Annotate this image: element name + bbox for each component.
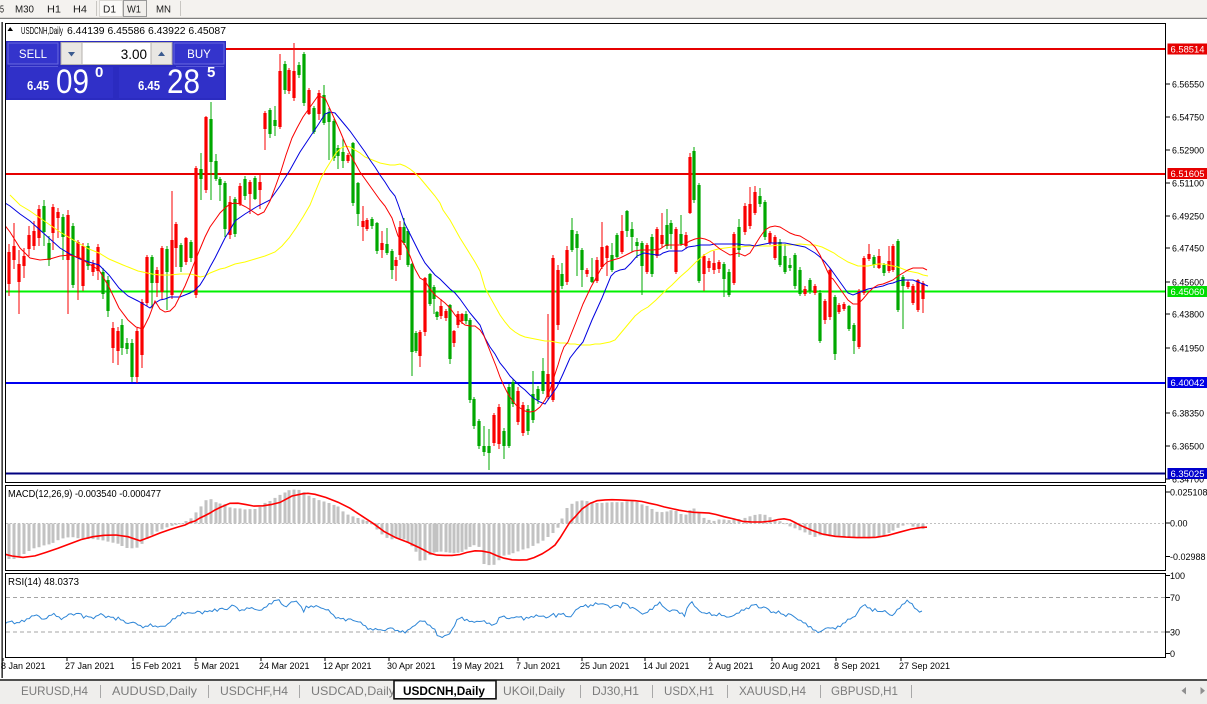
svg-text:BUY: BUY [187,49,211,61]
svg-text:6.45060: 6.45060 [1171,287,1205,297]
svg-text:20 Aug 2021: 20 Aug 2021 [770,661,821,671]
svg-text:6.35025: 6.35025 [1171,469,1205,479]
svg-text:EURUSD,H4: EURUSD,H4 [21,684,88,698]
svg-text:3.00: 3.00 [121,47,147,62]
svg-text:6.51100: 6.51100 [1172,179,1204,189]
svg-text:USDCAD,Daily: USDCAD,Daily [311,684,395,698]
svg-text:RSI(14) 48.0373: RSI(14) 48.0373 [8,577,79,588]
svg-text:6.36500: 6.36500 [1172,442,1204,452]
svg-text:USDCNH,Daily: USDCNH,Daily [403,684,485,698]
svg-text:5: 5 [0,4,4,16]
svg-text:D1: D1 [103,4,116,16]
svg-text:6.45: 6.45 [27,78,49,93]
svg-text:M30: M30 [15,4,34,16]
svg-text:30 Apr 2021: 30 Apr 2021 [387,661,436,671]
svg-text:0.025108: 0.025108 [1170,488,1207,498]
svg-text:MACD(12,26,9) -0.003540 -0.000: MACD(12,26,9) -0.003540 -0.000477 [8,489,161,500]
svg-text:15 Feb 2021: 15 Feb 2021 [131,661,182,671]
svg-text:0: 0 [1170,649,1175,659]
svg-text:30: 30 [1170,628,1180,638]
svg-text:6.51605: 6.51605 [1171,169,1205,179]
svg-text:70: 70 [1170,593,1180,603]
svg-text:19 May 2021: 19 May 2021 [452,661,504,671]
svg-text:24 Mar 2021: 24 Mar 2021 [259,661,310,671]
svg-text:6.41950: 6.41950 [1172,344,1204,354]
svg-text:6.49250: 6.49250 [1172,212,1204,222]
svg-text:AUDUSD,Daily: AUDUSD,Daily [112,684,197,698]
svg-text:6.38350: 6.38350 [1172,409,1204,419]
svg-text:09: 09 [56,63,89,101]
svg-text:27 Jan 2021: 27 Jan 2021 [65,661,115,671]
svg-text:14 Jul 2021: 14 Jul 2021 [643,661,690,671]
svg-text:5: 5 [207,64,215,81]
svg-text:6.56550: 6.56550 [1172,80,1204,90]
svg-text:H1: H1 [47,4,61,16]
svg-text:25 Jun 2021: 25 Jun 2021 [580,661,630,671]
svg-text:8 Sep 2021: 8 Sep 2021 [834,661,880,671]
svg-text:6.45600: 6.45600 [1172,278,1204,288]
svg-text:6.40042: 6.40042 [1171,378,1205,388]
svg-text:28: 28 [167,63,200,101]
svg-text:6.44139 6.45586 6.43922 6.4508: 6.44139 6.45586 6.43922 6.45087 [67,26,226,37]
svg-text:100: 100 [1170,571,1185,581]
svg-text:USDX,H1: USDX,H1 [664,684,714,698]
svg-text:USDCNH,Daily: USDCNH,Daily [21,26,63,37]
svg-text:XAUUSD,H4: XAUUSD,H4 [739,684,806,698]
svg-text:GBPUSD,H1: GBPUSD,H1 [831,684,898,698]
svg-text:6.54750: 6.54750 [1172,113,1204,123]
svg-text:27 Sep 2021: 27 Sep 2021 [899,661,950,671]
svg-text:6.43800: 6.43800 [1172,310,1204,320]
svg-text:W1: W1 [127,4,141,16]
svg-text:USDCHF,H4: USDCHF,H4 [220,684,288,698]
svg-text:0: 0 [95,64,103,81]
svg-text:-0.02988: -0.02988 [1170,552,1206,562]
svg-text:6.58514: 6.58514 [1171,45,1205,55]
svg-text:0.00: 0.00 [1170,519,1188,529]
svg-text:7 Jun 2021: 7 Jun 2021 [516,661,561,671]
svg-text:6.34700: 6.34700 [1172,475,1204,485]
svg-text:8 Jan 2021: 8 Jan 2021 [1,661,46,671]
svg-text:2 Aug 2021: 2 Aug 2021 [708,661,754,671]
svg-text:5 Mar 2021: 5 Mar 2021 [194,661,240,671]
svg-text:6.45: 6.45 [138,78,160,93]
svg-text:DJ30,H1: DJ30,H1 [592,684,639,698]
svg-text:SELL: SELL [19,49,48,61]
svg-text:6.47450: 6.47450 [1172,244,1204,254]
svg-text:MN: MN [156,4,171,16]
svg-text:H4: H4 [73,4,87,16]
svg-text:6.52900: 6.52900 [1172,146,1204,156]
svg-text:12 Apr 2021: 12 Apr 2021 [323,661,372,671]
svg-text:UKOil,Daily: UKOil,Daily [503,684,565,698]
